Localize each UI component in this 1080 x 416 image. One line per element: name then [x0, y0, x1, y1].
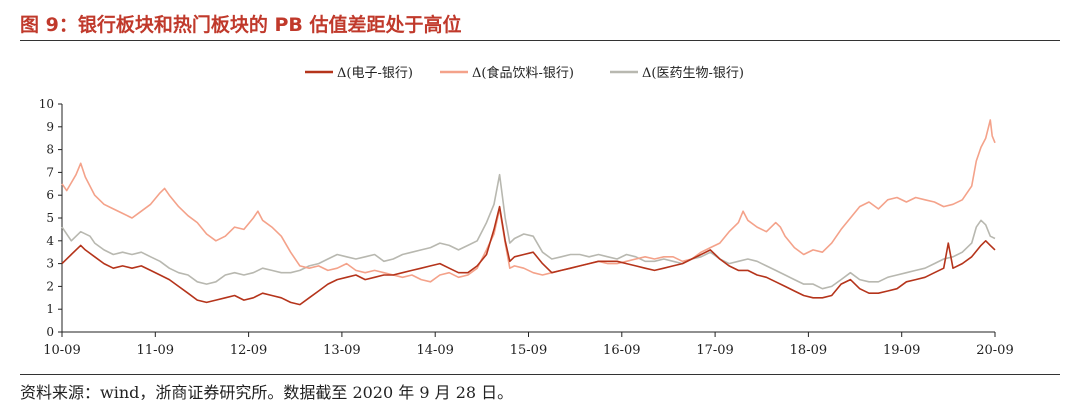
chart-title: 图 9：银行板块和热门板块的 PB 估值差距处于高位 [20, 14, 462, 36]
series-line [61, 173, 996, 290]
y-tick-label: 5 [46, 211, 54, 225]
legend-label: Δ(食品饮料-银行) [472, 65, 574, 81]
y-axis: 0 1 2 3 4 5 6 7 8 9 10 [39, 97, 63, 339]
series-line [61, 205, 996, 306]
y-tick-label: 9 [46, 120, 54, 134]
y-tick-label: 1 [46, 302, 54, 316]
x-tick-label: 12-09 [230, 343, 267, 358]
y-tick-label: 6 [46, 188, 54, 202]
chart-legend: Δ(电子-银行) Δ(食品饮料-银行) Δ(医药生物-银行) [305, 65, 744, 81]
legend-label: Δ(医药生物-银行) [642, 66, 744, 81]
chart-series [61, 119, 996, 306]
x-tick-label: 19-09 [883, 343, 920, 358]
x-tick-label: 20-09 [976, 343, 1013, 358]
x-tick-label: 18-09 [790, 343, 827, 358]
y-tick-label: 2 [46, 279, 54, 293]
y-tick-label: 0 [46, 325, 54, 339]
series-line [61, 119, 996, 283]
y-tick-label: 10 [39, 97, 54, 111]
x-tick-label: 10-09 [43, 343, 80, 358]
footer-divider [20, 374, 1060, 375]
y-tick-label: 4 [46, 234, 54, 248]
y-tick-label: 7 [46, 165, 54, 179]
y-tick-label: 8 [46, 143, 54, 157]
x-tick-label: 17-09 [696, 343, 733, 358]
y-tick-label: 3 [46, 257, 54, 271]
x-tick-label: 15-09 [510, 343, 547, 358]
x-tick-label: 14-09 [416, 343, 453, 358]
legend-label: Δ(电子-银行) [337, 66, 413, 81]
title-divider [20, 40, 1060, 41]
x-tick-label: 13-09 [323, 343, 360, 358]
source-note: 资料来源：wind，浙商证券研究所。数据截至 2020 年 9 月 28 日。 [20, 383, 514, 402]
x-tick-label: 16-09 [603, 343, 640, 358]
x-tick-label: 11-09 [137, 343, 174, 358]
x-axis: 10-09 11-09 12-09 13-09 14-09 15-09 16-09 17-09… [43, 331, 1014, 358]
